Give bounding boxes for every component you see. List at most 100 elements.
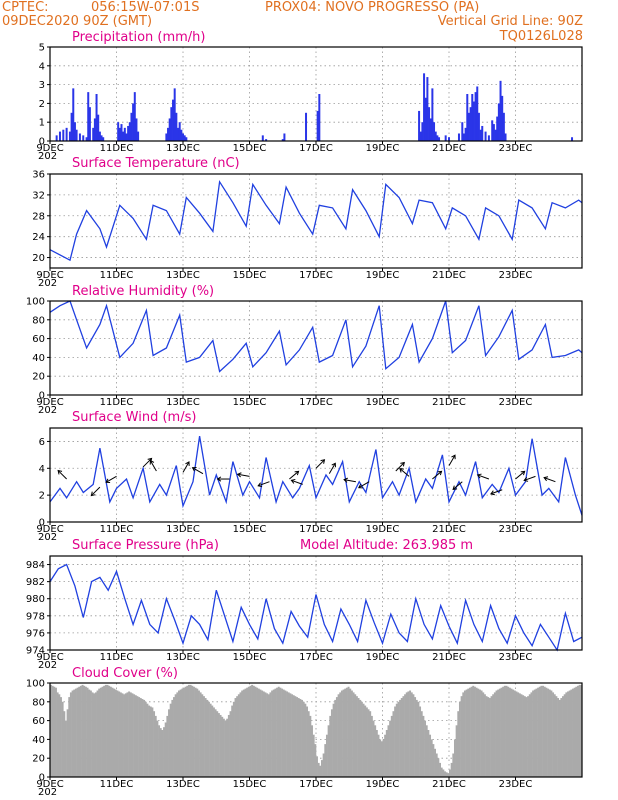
x-tick-label: 11DEC: [100, 652, 134, 663]
cloud-bar: [415, 699, 418, 777]
cloud-bar: [570, 689, 573, 777]
cloud-bar: [264, 692, 267, 777]
cloud-bar: [202, 696, 205, 777]
cloud-bar: [344, 688, 347, 777]
cloud-bar: [246, 687, 249, 777]
wind-arrow: [105, 475, 117, 484]
wind-arrow-head: [452, 485, 458, 491]
x-tick-label: 17DEC: [299, 779, 333, 790]
cloud-bar: [389, 720, 392, 777]
cloud-bar: [377, 734, 380, 777]
cloud-bar: [462, 692, 465, 777]
cloud-bar: [174, 694, 177, 777]
cloud-bar: [281, 688, 284, 777]
cloud-bar: [532, 690, 535, 777]
wind-arrow-head: [400, 461, 405, 467]
precip-bar: [418, 110, 421, 141]
x-year-fragment: 202: [38, 151, 57, 162]
header-grid-note: Vertical Grid Line: 90Z: [438, 14, 583, 29]
precip-bar: [491, 120, 494, 141]
x-tick-label: 15DEC: [233, 397, 267, 408]
cloud-bar: [148, 705, 151, 777]
cloud-bar: [420, 711, 423, 777]
cloud-bar: [437, 758, 440, 777]
wind-arrow-head: [216, 476, 222, 482]
cloud-bar: [455, 725, 458, 777]
precip-bar: [120, 124, 123, 141]
x-tick-label: 9DEC: [36, 143, 63, 154]
cloud-bar: [439, 762, 441, 777]
cloud-bar: [540, 685, 543, 777]
cloud-bar: [126, 692, 129, 777]
cloud-bar: [380, 741, 383, 777]
panel-title: Relative Humidity (%): [72, 284, 214, 299]
precip-bar: [133, 92, 136, 141]
cloud-bar: [109, 686, 112, 777]
precip-bar: [283, 133, 286, 141]
precip-bar: [466, 94, 469, 141]
cloud-bar: [257, 688, 260, 777]
cloud-bar: [259, 689, 262, 777]
header-source: CPTEC:: [2, 0, 49, 15]
cloud-bar: [442, 769, 445, 777]
wind-arrow-shaft: [543, 477, 556, 483]
precip-bar: [499, 80, 502, 141]
y-tick-label: 0: [39, 773, 45, 784]
cloud-bar: [58, 694, 61, 777]
cloud-bar: [463, 690, 466, 777]
cloud-bar: [244, 688, 247, 777]
wind-arrow: [452, 481, 463, 491]
wind-arrow: [182, 461, 190, 473]
wind-arrow: [328, 462, 336, 474]
precip-bar: [471, 94, 474, 141]
y-tick-label: 40: [32, 353, 45, 364]
cloud-bar: [424, 720, 427, 777]
cloud-bar: [121, 693, 124, 777]
cloud-bar: [171, 699, 174, 777]
cloud-bar: [91, 692, 94, 777]
cloud-bar: [572, 688, 574, 777]
wind-arrow-shaft: [57, 470, 67, 480]
precip-bar: [168, 118, 171, 141]
cloud-bar: [465, 689, 468, 777]
cloud-bar: [562, 696, 565, 777]
precip-bar: [132, 103, 135, 141]
cloud-bar: [236, 696, 239, 777]
cloud-bar: [81, 684, 84, 777]
precip-bar: [487, 135, 490, 141]
wind-arrow-head: [105, 478, 111, 484]
panel-5: Surface Pressure (hPa) Model Altitude: 26…: [26, 538, 583, 671]
cloud-bar: [528, 694, 531, 777]
cloud-bar: [269, 692, 272, 777]
wind-arrow: [90, 486, 101, 497]
cloud-bar: [552, 692, 555, 777]
cloud-bar: [306, 706, 308, 777]
cloud-bar: [237, 694, 240, 777]
cloud-bar: [71, 690, 74, 777]
precip-bar: [484, 131, 487, 141]
y-tick-label: 3: [39, 80, 45, 91]
cloud-bar: [444, 771, 446, 777]
cloud-bar: [143, 699, 146, 777]
wind-arrow-shaft: [358, 481, 370, 489]
wind-arrow-shaft: [142, 458, 152, 468]
series-line: [49, 435, 583, 516]
cloud-bar: [113, 688, 116, 777]
precip-bar: [461, 122, 464, 141]
cloud-bar: [51, 685, 54, 777]
wind-arrow-shaft: [237, 473, 250, 477]
y-tick-label: 0: [39, 391, 45, 402]
x-tick-label: 15DEC: [233, 652, 267, 663]
cloud-bar: [387, 725, 390, 777]
cloud-bar: [402, 696, 405, 777]
cloud-bar: [201, 694, 204, 777]
precip-bar: [177, 127, 180, 141]
cloud-bar: [518, 693, 521, 777]
cloud-bar: [400, 698, 403, 777]
cloud-bar: [405, 692, 408, 777]
cloud-bar: [450, 762, 453, 777]
cloud-bar: [231, 705, 234, 777]
panel-3: Relative Humidity (%) 0 20 40 60 80 100 9DEC 11D…: [26, 284, 583, 416]
precip-bar: [128, 122, 131, 141]
cloud-bar: [284, 690, 287, 777]
